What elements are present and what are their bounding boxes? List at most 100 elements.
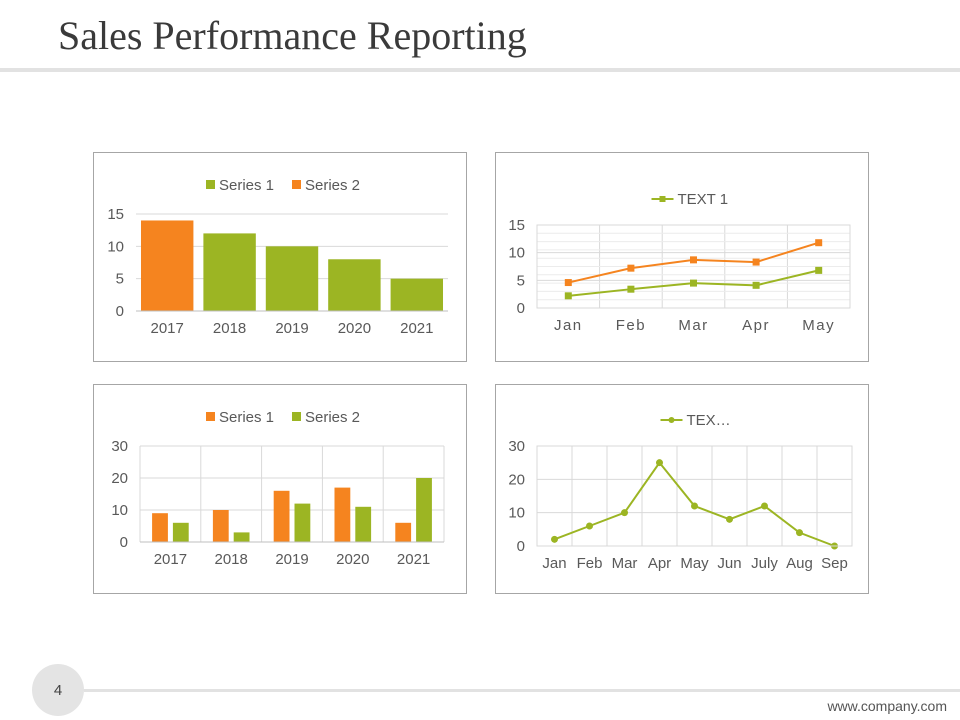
x-tick-label: Mar	[678, 317, 708, 334]
legend-label: Series 2	[305, 409, 360, 426]
bar	[416, 478, 432, 542]
x-tick-label: May	[680, 555, 709, 572]
y-tick-label: 0	[517, 538, 525, 555]
bar-chart-1: 0 5 10 15 2017 2018 2019 2020 2021 Series 1 Series…	[107, 177, 448, 337]
data-point	[627, 285, 635, 293]
data-point	[586, 522, 593, 530]
x-tick-label: July	[751, 555, 778, 572]
data-point	[815, 239, 823, 247]
bar-chart-2: 0 10 20 30 2017 2018 2019 2020 2021 Series 1 Serie…	[111, 409, 445, 568]
y-tick-label: 5	[116, 271, 124, 288]
data-point	[690, 256, 697, 264]
data-point	[551, 535, 558, 543]
y-tick-label: 10	[508, 505, 525, 522]
x-tick-label: Feb	[577, 555, 603, 572]
data-point	[656, 459, 663, 467]
data-point	[752, 281, 760, 289]
footer-url: www.company.com	[827, 698, 947, 714]
slide-title: Sales Performance Reporting	[58, 13, 527, 58]
y-tick-label: 20	[508, 471, 525, 488]
x-tick-label: Mar	[612, 555, 638, 572]
data-point	[691, 502, 698, 510]
y-tick-label: 15	[107, 206, 124, 223]
bar	[233, 532, 250, 542]
x-tick-label: Aug	[786, 555, 813, 572]
footer-divider	[84, 689, 960, 692]
x-tick-label: 2019	[275, 551, 308, 568]
bar	[203, 233, 256, 311]
legend-marker	[668, 417, 675, 423]
x-tick-label: Apr	[648, 555, 671, 572]
data-point	[564, 292, 572, 300]
legend-marker	[659, 196, 666, 202]
x-tick-label: 2021	[400, 320, 433, 337]
data-point	[621, 509, 628, 517]
data-point	[627, 264, 635, 272]
y-tick-label: 30	[111, 438, 128, 455]
page-number-badge: 4	[32, 664, 84, 716]
y-tick-label: 10	[508, 245, 525, 262]
data-point	[564, 279, 572, 287]
legend-label: Series 2	[305, 177, 360, 194]
x-tick-label: Jan	[554, 317, 583, 334]
x-tick-label: 2021	[397, 551, 430, 568]
y-tick-label: 15	[508, 217, 525, 234]
x-tick-label: Jan	[542, 555, 566, 572]
line-chart-2: 0 10 20 30 Jan Feb Mar Apr May Jun July Aug Sep TEX…	[508, 412, 853, 572]
title-divider	[0, 68, 960, 72]
y-tick-label: 10	[107, 238, 124, 255]
x-tick-label: Feb	[616, 317, 646, 334]
legend-swatch	[206, 180, 215, 189]
plot-border	[536, 445, 853, 547]
data-point	[796, 529, 803, 537]
x-tick-label: 2020	[338, 320, 371, 337]
x-tick-label: 2017	[154, 551, 187, 568]
y-tick-label: 10	[111, 502, 128, 519]
chart-panel-3: 0 10 20 30 2017 2018 2019 2020 2021 Series 1 Serie…	[93, 384, 467, 594]
bar	[390, 278, 444, 311]
plot-border	[536, 224, 851, 309]
bar	[334, 487, 351, 542]
data-point	[690, 279, 697, 287]
y-tick-label: 0	[517, 300, 525, 317]
x-tick-label: Sep	[821, 555, 848, 572]
x-tick-label: Apr	[742, 317, 770, 334]
bar	[355, 506, 372, 542]
x-tick-label: 2018	[213, 320, 246, 337]
x-tick-label: 2019	[275, 320, 308, 337]
x-tick-label: 2018	[215, 551, 248, 568]
data-point	[726, 515, 733, 523]
legend-label: TEXT 1	[678, 191, 729, 208]
chart-panel-1: 0 5 10 15 2017 2018 2019 2020 2021 Series 1 Series…	[93, 152, 467, 362]
y-tick-label: 0	[116, 303, 124, 320]
x-tick-label: Jun	[717, 555, 741, 572]
chart-panel-4: 0 10 20 30 Jan Feb Mar Apr May Jun July Aug Sep TEX…	[495, 384, 869, 594]
y-tick-label: 5	[517, 272, 525, 289]
legend-label: Series 1	[219, 177, 274, 194]
x-tick-label: May	[802, 317, 835, 334]
x-tick-label: 2017	[151, 320, 184, 337]
bar	[152, 513, 168, 542]
line-chart-1: 0 5 10 15 Jan Feb Mar Apr May TEXT 1	[508, 191, 851, 334]
bar	[265, 246, 319, 311]
bar	[395, 522, 412, 542]
y-tick-label: 0	[120, 534, 128, 551]
y-tick-label: 30	[508, 438, 525, 455]
bar	[212, 510, 229, 542]
bar	[172, 522, 189, 542]
data-point	[752, 258, 760, 266]
y-tick-label: 20	[111, 470, 128, 487]
legend-swatch	[292, 180, 301, 189]
page-number: 4	[53, 681, 63, 699]
bar	[273, 490, 290, 542]
chart-panel-2: 0 5 10 15 Jan Feb Mar Apr May TEXT 1	[495, 152, 869, 362]
data-point	[815, 266, 823, 274]
x-tick-label: 2020	[336, 551, 369, 568]
bar	[294, 503, 311, 542]
bar	[140, 220, 194, 311]
legend-swatch	[292, 412, 301, 421]
bar	[328, 259, 381, 311]
legend-label: Series 1	[219, 409, 274, 426]
data-point	[761, 502, 768, 510]
legend-label: TEX…	[687, 412, 731, 429]
